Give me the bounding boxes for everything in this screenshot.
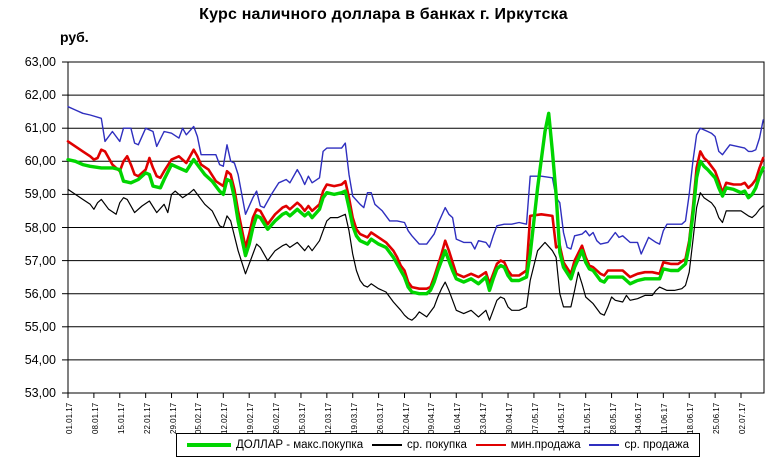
plot-border — [67, 61, 765, 394]
x-tick-label: 16.04.17 — [453, 402, 463, 434]
x-tick-label: 12.03.17 — [323, 402, 333, 434]
x-tick-label: 02.07.17 — [738, 402, 747, 434]
x-tick-label: 07.05.17 — [530, 402, 540, 434]
x-tick-label: 18.06.17 — [686, 402, 696, 434]
x-tick-label: 15.01.17 — [116, 402, 126, 434]
legend-line-sample-black — [371, 444, 402, 446]
x-tick-label: 08.01.17 — [90, 402, 100, 434]
x-tick-label: 04.06.17 — [634, 402, 644, 434]
y-tick-label: 57,00 — [24, 253, 56, 268]
y-tick-label: 53,00 — [24, 386, 56, 400]
legend-line-sample-blue — [589, 444, 620, 446]
legend-label-avg-purchase: ср. покупка — [406, 439, 467, 451]
y-tick-label: 54,00 — [24, 352, 56, 367]
y-tick-label: 63,00 — [24, 55, 56, 69]
x-tick-label: 12.02.17 — [220, 402, 230, 434]
y-tick-label: 60,00 — [24, 154, 56, 169]
x-tick-label: 19.03.17 — [349, 402, 359, 434]
x-tick-label: 30.04.17 — [505, 402, 515, 434]
x-tick-label: 14.05.17 — [556, 402, 566, 434]
x-tick-label: 25.06.17 — [712, 402, 722, 434]
legend-label-min-sale: мин.продажа — [510, 439, 581, 451]
y-tick-label: 62,00 — [24, 88, 56, 103]
x-tick-label: 28.05.17 — [608, 402, 618, 434]
x-tick-label: 05.02.17 — [194, 402, 204, 434]
x-tick-label: 22.01.17 — [142, 402, 152, 434]
legend: ДОЛЛАР - макс.покупка ср. покупка мин.пр… — [176, 433, 700, 457]
legend-label-max-purchase: ДОЛЛАР - макс.покупка — [236, 439, 364, 451]
series-line-3 — [67, 105, 764, 255]
chart-title: Курс наличного доллара в банках г. Иркут… — [199, 6, 568, 23]
y-axis-unit-label: руб. — [60, 29, 89, 45]
series-line-2 — [66, 140, 765, 291]
legend-line-sample-green — [187, 443, 231, 447]
x-tick-label: 21.05.17 — [582, 402, 592, 434]
legend-item-max-purchase: ДОЛЛАР - макс.покупка — [187, 439, 363, 451]
y-tick-label: 55,00 — [24, 319, 56, 334]
legend-label-avg-sale: ср. продажа — [624, 439, 689, 451]
x-tick-label: 23.04.17 — [479, 402, 489, 434]
x-tick-label: 26.03.17 — [375, 402, 385, 434]
x-tick-label: 19.02.17 — [246, 402, 256, 434]
legend-item-min-sale: мин.продажа — [475, 439, 581, 451]
legend-item-avg-purchase: ср. покупка — [371, 439, 467, 451]
series-line-1 — [67, 188, 764, 321]
x-tick-label: 01.01.17 — [65, 402, 74, 434]
legend-item-avg-sale: ср. продажа — [589, 439, 689, 451]
legend-line-sample-red — [475, 443, 506, 447]
x-tick-label: 02.04.17 — [401, 402, 411, 434]
y-tick-label: 56,00 — [24, 286, 56, 301]
y-tick-label: 59,00 — [24, 187, 56, 202]
x-tick-label: 05.03.17 — [297, 402, 307, 434]
x-tick-label: 09.04.17 — [427, 402, 437, 434]
x-tick-label: 11.06.17 — [660, 403, 670, 434]
series-line-0 — [66, 111, 765, 296]
y-tick-label: 58,00 — [24, 220, 56, 235]
x-tick-label: 26.02.17 — [272, 402, 282, 434]
y-tick-label: 61,00 — [24, 121, 56, 136]
x-tick-label: 29.01.17 — [168, 402, 178, 434]
